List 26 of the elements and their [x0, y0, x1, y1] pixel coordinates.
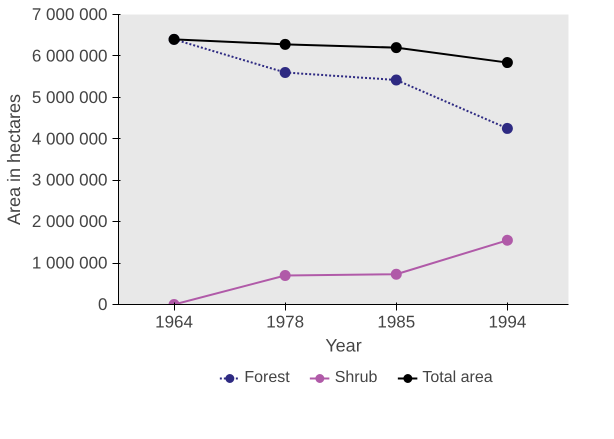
point	[280, 67, 291, 78]
point	[390, 74, 402, 86]
point	[502, 234, 513, 246]
y-tick-label: 2 000 000	[32, 212, 108, 232]
y-tick-label: 3 000 000	[32, 170, 108, 190]
legend-label: Forest	[244, 369, 290, 387]
x-tick-label: 1985	[377, 312, 416, 332]
y-tick-label: 7 000 000	[32, 5, 108, 24]
point	[390, 42, 402, 54]
point	[502, 57, 513, 68]
legend-label: Total area	[422, 369, 493, 387]
x-axis-title: Year	[325, 336, 362, 356]
y-tick-label: 1 000 000	[32, 254, 108, 273]
x-tick-label: 1978	[266, 312, 304, 332]
point	[390, 268, 402, 280]
y-axis-title: Area in hectares	[4, 94, 24, 226]
point	[280, 38, 291, 50]
x-tick-label: 1994	[488, 312, 526, 332]
point	[280, 270, 291, 281]
point	[502, 122, 513, 134]
x-tick-label: 1964	[155, 312, 193, 332]
y-tick-label: 6 000 000	[32, 46, 108, 66]
legend-label: Shrub	[334, 369, 378, 387]
y-tick-label: 4 000 000	[32, 129, 108, 148]
y-tick-label: 5 000 000	[32, 88, 108, 107]
y-tick-label: 0	[98, 295, 108, 314]
